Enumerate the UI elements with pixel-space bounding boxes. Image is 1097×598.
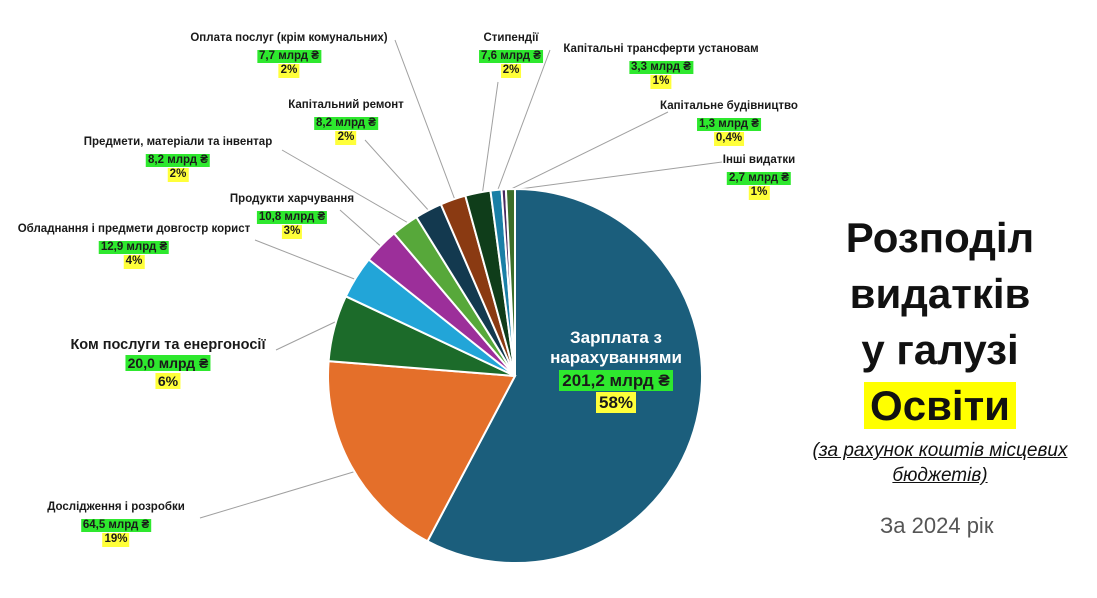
- leader-line-5: [339, 209, 386, 251]
- slice-label-8: Оплата послуг (крім комунальних) 7,7 млрд…: [190, 32, 388, 78]
- slice-value: 7,7 млрд ₴: [257, 49, 321, 63]
- pie-slice-12: [504, 187, 516, 377]
- slice-name: Капітальний ремонт: [288, 99, 404, 111]
- slice-label-12: Інші видатки 2,7 млрд ₴ 1%: [722, 154, 796, 200]
- slice-percent: 2%: [167, 168, 189, 182]
- slice-name: Капітальні трансферти установам: [563, 43, 759, 55]
- slice-value: 20,0 млрд ₴: [125, 354, 211, 371]
- slice-value: 201,2 млрд ₴: [559, 370, 673, 392]
- leader-line-2: [199, 469, 361, 519]
- slice-name: Оплата послуг (крім комунальних): [190, 32, 388, 44]
- slice-label-3: Ком послуги та енергоносії 20,0 млрд ₴ 6%: [70, 337, 266, 389]
- slice-percent: 3%: [281, 225, 303, 239]
- slice-percent: 19%: [102, 533, 130, 547]
- slice-percent: 1%: [748, 186, 770, 200]
- slice-value: 8,2 млрд ₴: [314, 116, 378, 130]
- slice-name: Інші видатки: [722, 154, 796, 166]
- slice-value: 7,6 млрд ₴: [479, 49, 543, 63]
- slice-value: 1,3 млрд ₴: [697, 117, 761, 131]
- leader-line-4: [254, 239, 363, 283]
- slice-label-9: Стипендії 7,6 млрд ₴ 2%: [479, 32, 543, 78]
- leader-line-10: [496, 49, 551, 193]
- slice-percent: 2%: [500, 64, 522, 78]
- pie-slice-2: [327, 360, 517, 543]
- title-line-3: у галузі: [861, 326, 1019, 373]
- leader-line-12: [511, 161, 723, 191]
- slice-value: 10,8 млрд ₴: [256, 210, 328, 224]
- slice-percent: 1%: [650, 75, 672, 89]
- slice-percent: 4%: [123, 255, 145, 269]
- leader-line-11: [504, 111, 669, 193]
- slice-percent: 2%: [335, 131, 357, 145]
- leader-line-7: [364, 139, 431, 213]
- slice-label-4: Обладнання і предмети довгостр корист 12,…: [17, 223, 251, 269]
- slice-label-7: Капітальний ремонт 8,2 млрд ₴ 2%: [288, 99, 404, 145]
- chart-title: Розподіл видатків у галузі Освіти (за ра…: [800, 210, 1080, 488]
- leader-lines: [199, 39, 723, 519]
- slice-percent: 58%: [595, 392, 637, 414]
- slice-label-6: Предмети, матеріали та інвентар 8,2 млрд …: [83, 136, 273, 182]
- title-line-2: видатків: [849, 270, 1031, 317]
- slice-name: Зарплата з нарахуваннями: [550, 328, 682, 367]
- slice-value: 64,5 млрд ₴: [80, 518, 152, 532]
- slice-value: 8,2 млрд ₴: [146, 153, 210, 167]
- slice-value: 3,3 млрд ₴: [629, 60, 693, 74]
- slice-percent: 0,4%: [713, 132, 745, 146]
- slice-name: Стипендії: [483, 32, 539, 44]
- slice-name: Капітальне будівництво: [660, 100, 798, 112]
- slice-name: Продукти харчування: [229, 193, 355, 205]
- period-label: За 2024 рік: [880, 513, 994, 538]
- slice-name: Ком послуги та енергоносії: [70, 337, 266, 353]
- slice-name: Предмети, матеріали та інвентар: [83, 136, 273, 148]
- title-line-1: Розподіл: [845, 214, 1035, 261]
- slice-value: 2,7 млрд ₴: [727, 171, 791, 185]
- slice-label-5: Продукти харчування 10,8 млрд ₴ 3%: [229, 193, 355, 239]
- leader-line-6: [281, 149, 411, 225]
- slice-label-2: Дослідження і розробки 64,5 млрд ₴ 19%: [47, 501, 185, 547]
- title-highlight: Освіти: [864, 382, 1016, 429]
- leader-line-9: [481, 81, 499, 197]
- slice-label-11: Капітальне будівництво 1,3 млрд ₴ 0,4%: [660, 100, 798, 146]
- slice-label-10: Капітальні трансферти установам 3,3 млрд …: [563, 43, 759, 89]
- chart-subtitle: (за рахунок коштів місцевих бюджетів): [812, 440, 1068, 486]
- slice-value: 12,9 млрд ₴: [98, 240, 170, 254]
- leader-line-8: [394, 39, 456, 201]
- slice-percent: 6%: [155, 372, 181, 389]
- slice-name: Дослідження і розробки: [47, 501, 185, 513]
- slice-percent: 2%: [278, 64, 300, 78]
- slice-label-1: Зарплата з нарахуваннями 201,2 млрд ₴ 58%: [531, 328, 701, 414]
- slice-name: Обладнання і предмети довгостр корист: [17, 223, 251, 235]
- leader-line-3: [275, 321, 336, 351]
